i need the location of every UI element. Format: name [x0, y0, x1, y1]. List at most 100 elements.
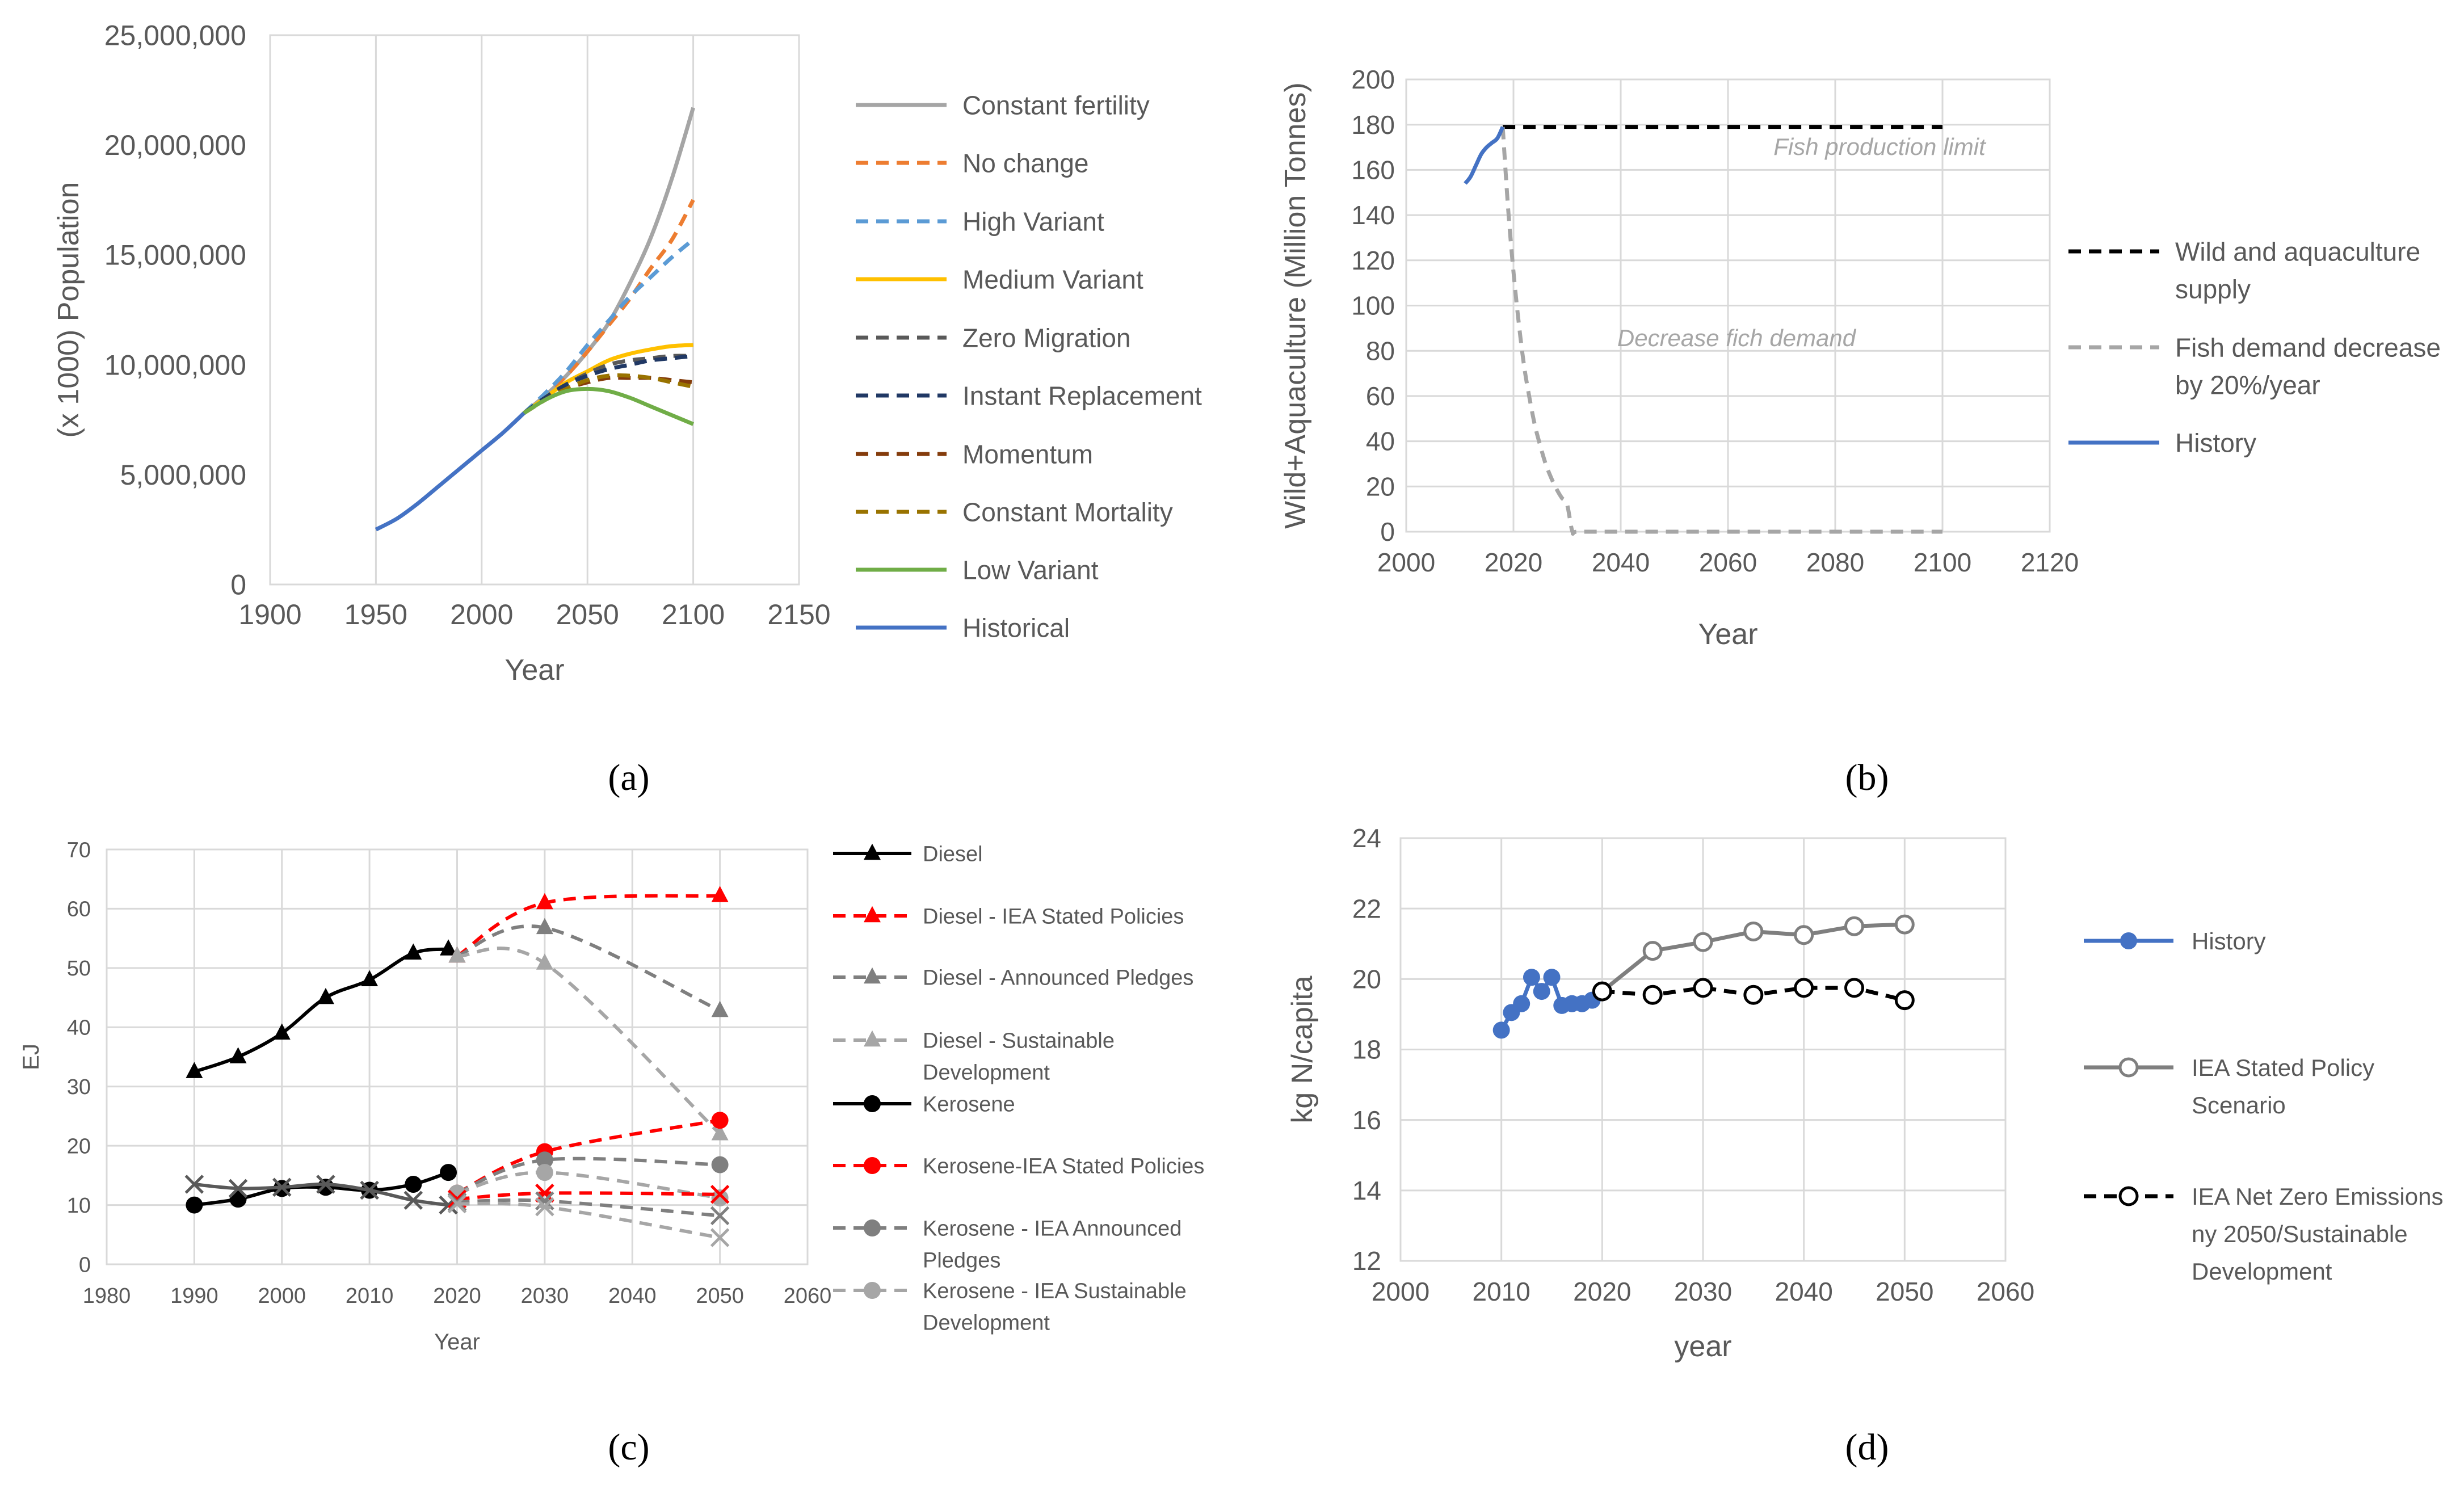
legend-label: High Variant [962, 207, 1104, 237]
data-point-marker [1844, 978, 1864, 998]
x-tick-label: 2000 [258, 1284, 306, 1308]
series-line-2 [522, 238, 695, 415]
data-point-marker [710, 1228, 730, 1247]
data-point-marker [403, 1191, 423, 1210]
legend-label: Diesel - Announced Pledges [923, 966, 1193, 990]
x-axis-title: Year [1698, 618, 1757, 651]
x-tick-label: 1950 [344, 599, 407, 630]
data-point-marker [535, 1197, 554, 1217]
data-point-marker [1794, 925, 1814, 945]
legend-marker [864, 843, 881, 860]
legend-label: History [2192, 928, 2266, 954]
panel-label: (a) [608, 757, 649, 798]
chart-annotation: Decrease fich demand [1617, 325, 1857, 351]
y-tick-label: 24 [1352, 823, 1381, 853]
y-tick-label: 16 [1352, 1105, 1381, 1135]
data-point-marker [1642, 985, 1663, 1005]
data-point-marker [536, 953, 553, 970]
data-point-marker [710, 1185, 730, 1204]
legend-label: Fish demand decrease [2175, 333, 2441, 363]
legend-label: Constant fertility [962, 91, 1150, 120]
x-tick-label: 2010 [1472, 1277, 1530, 1306]
y-tick-label: 25,000,000 [104, 20, 246, 52]
legend-marker [864, 1219, 881, 1236]
chart-panel-b: 2000 2020 2040 2060 2080 2100 2120020406080100… [1279, 65, 2441, 798]
y-tick-label: 40 [67, 1016, 91, 1040]
chart-panel-c: 1980 1990 2000 2010 2020 2030 2040 2050 20600102… [19, 838, 1204, 1468]
chart-annotation: Fish production limit [1773, 133, 1987, 160]
x-tick-label: 2040 [1775, 1277, 1832, 1306]
series-line-11 [457, 1201, 721, 1239]
y-tick-label: 140 [1351, 200, 1395, 230]
legend-label: No change [962, 149, 1089, 178]
data-point-marker [1492, 1021, 1510, 1039]
data-point-marker [405, 1176, 422, 1193]
legend-label: Diesel - Sustainable [923, 1029, 1115, 1053]
data-point-marker [440, 1164, 457, 1181]
y-tick-label: 12 [1352, 1246, 1381, 1276]
x-tick-label: 2020 [1485, 548, 1542, 577]
legend-marker [864, 1157, 881, 1174]
y-tick-label: 15,000,000 [104, 239, 246, 271]
data-point-marker [405, 943, 422, 960]
panel-label: (b) [1845, 757, 1889, 798]
series-line-1 [1500, 127, 1942, 536]
data-point-marker [316, 1175, 335, 1194]
data-point-marker [711, 1112, 729, 1129]
data-point-marker [1642, 941, 1663, 961]
y-tick-label: 100 [1351, 291, 1395, 321]
y-tick-label: 160 [1351, 155, 1395, 185]
x-tick-label: 2080 [1806, 548, 1864, 577]
legend-marker [2118, 1186, 2139, 1206]
y-tick-label: 30 [67, 1075, 91, 1099]
data-point-marker [711, 1000, 729, 1017]
legend-marker [864, 1095, 881, 1112]
x-tick-label: 2100 [1914, 548, 1971, 577]
y-tick-label: 20 [1366, 472, 1395, 501]
data-point-marker [1894, 914, 1915, 935]
legend-label: Historical [962, 613, 1070, 643]
data-point-marker [317, 1179, 334, 1196]
y-tick-label: 50 [67, 957, 91, 981]
legend-marker [2118, 1057, 2139, 1078]
legend-label: Development [2192, 1258, 2332, 1285]
data-point-marker [272, 1177, 292, 1197]
legend-label: Diesel - IEA Stated Policies [923, 905, 1184, 929]
panel-label: (c) [608, 1427, 649, 1468]
series-line-8 [523, 386, 694, 426]
x-tick-label: 2150 [767, 599, 830, 630]
y-tick-label: 0 [79, 1253, 91, 1277]
series-line-2 [456, 924, 721, 1012]
x-axis-title: year [1674, 1330, 1731, 1363]
data-point-marker [536, 1164, 553, 1181]
series-line-9 [375, 411, 525, 532]
x-tick-label: 2020 [1573, 1277, 1631, 1306]
legend-label: by 20%/year [2175, 371, 2320, 400]
x-axis-title: Year [434, 1330, 480, 1355]
data-point-marker [186, 1196, 203, 1214]
data-point-marker [1743, 985, 1764, 1005]
y-tick-label: 20 [1352, 964, 1381, 994]
legend-label: IEA Net Zero Emissions [2192, 1183, 2443, 1210]
legend-label: supply [2175, 275, 2251, 304]
data-point-marker [1693, 932, 1713, 952]
y-tick-label: 22 [1352, 894, 1381, 923]
x-tick-label: 2010 [346, 1284, 394, 1308]
x-tick-label: 1980 [83, 1284, 131, 1308]
legend-marker [2120, 932, 2137, 949]
x-tick-label: 2000 [1372, 1277, 1429, 1306]
x-tick-label: 2030 [1674, 1277, 1732, 1306]
data-point-marker [535, 1183, 554, 1203]
y-tick-label: 40 [1366, 427, 1395, 456]
legend-marker [864, 1282, 881, 1299]
x-tick-label: 2000 [1377, 548, 1435, 577]
x-tick-label: 2060 [784, 1284, 832, 1308]
x-tick-label: 2030 [521, 1284, 569, 1308]
data-point-marker [1592, 981, 1612, 1002]
y-tick-label: 180 [1351, 110, 1395, 140]
series-line-5 [523, 354, 693, 415]
y-axis-title: kg N/capita [1286, 975, 1319, 1123]
x-tick-label: 2000 [450, 599, 513, 630]
data-point-marker [361, 970, 379, 986]
x-tick-label: 2020 [433, 1284, 481, 1308]
